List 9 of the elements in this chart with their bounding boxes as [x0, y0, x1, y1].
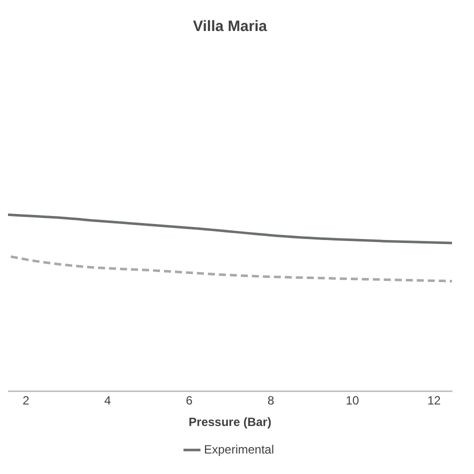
x-axis-title: Pressure (Bar)	[188, 415, 272, 430]
x-tick-label: 10	[346, 394, 360, 408]
x-tick-label: 8	[267, 394, 274, 408]
x-tick-label: 12	[427, 394, 442, 408]
legend-label: Experimental	[204, 442, 274, 456]
x-tick-label: 6	[186, 394, 193, 408]
x-tick-label: 4	[104, 394, 112, 408]
chart-title: Villa Maria	[193, 18, 268, 36]
x-tick-label: 2	[22, 394, 30, 408]
